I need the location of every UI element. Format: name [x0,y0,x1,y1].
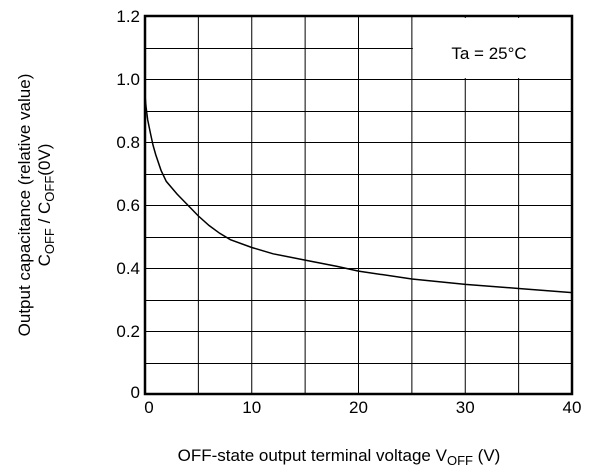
y-tick-label: 0 [131,383,140,402]
x-tick-label: 30 [456,398,475,417]
y-tick-label: 0.8 [116,133,140,152]
annotation-box [412,18,571,78]
grid [145,16,572,394]
x-axis-label: OFF-state output terminal voltage VOFF (… [178,446,501,468]
plot-frame [143,14,574,396]
y-tick-label: 0.6 [116,196,140,215]
y-axis-label: Output capacitance (relative value) COFF … [15,74,57,337]
x-tick-label: 0 [144,398,153,417]
y-axis-label-line1: Output capacitance (relative value) [15,74,34,337]
x-tick-label: 20 [349,398,368,417]
annotation-text: Ta = 25°C [451,44,526,63]
y-tick-label: 0.4 [116,259,140,278]
y-tick-label: 1.2 [116,7,140,26]
x-axis-ticks: 0 10 20 30 40 [144,398,581,417]
x-tick-label: 10 [242,398,261,417]
y-tick-label: 1.0 [116,70,140,89]
series-line [144,94,573,294]
y-tick-label: 0.2 [116,322,140,341]
y-axis-label-line2: COFF / COFF(0V) [35,144,57,267]
x-tick-label: 40 [563,398,582,417]
y-axis-ticks: 0 0.2 0.4 0.6 0.8 1.0 1.2 [116,7,140,402]
